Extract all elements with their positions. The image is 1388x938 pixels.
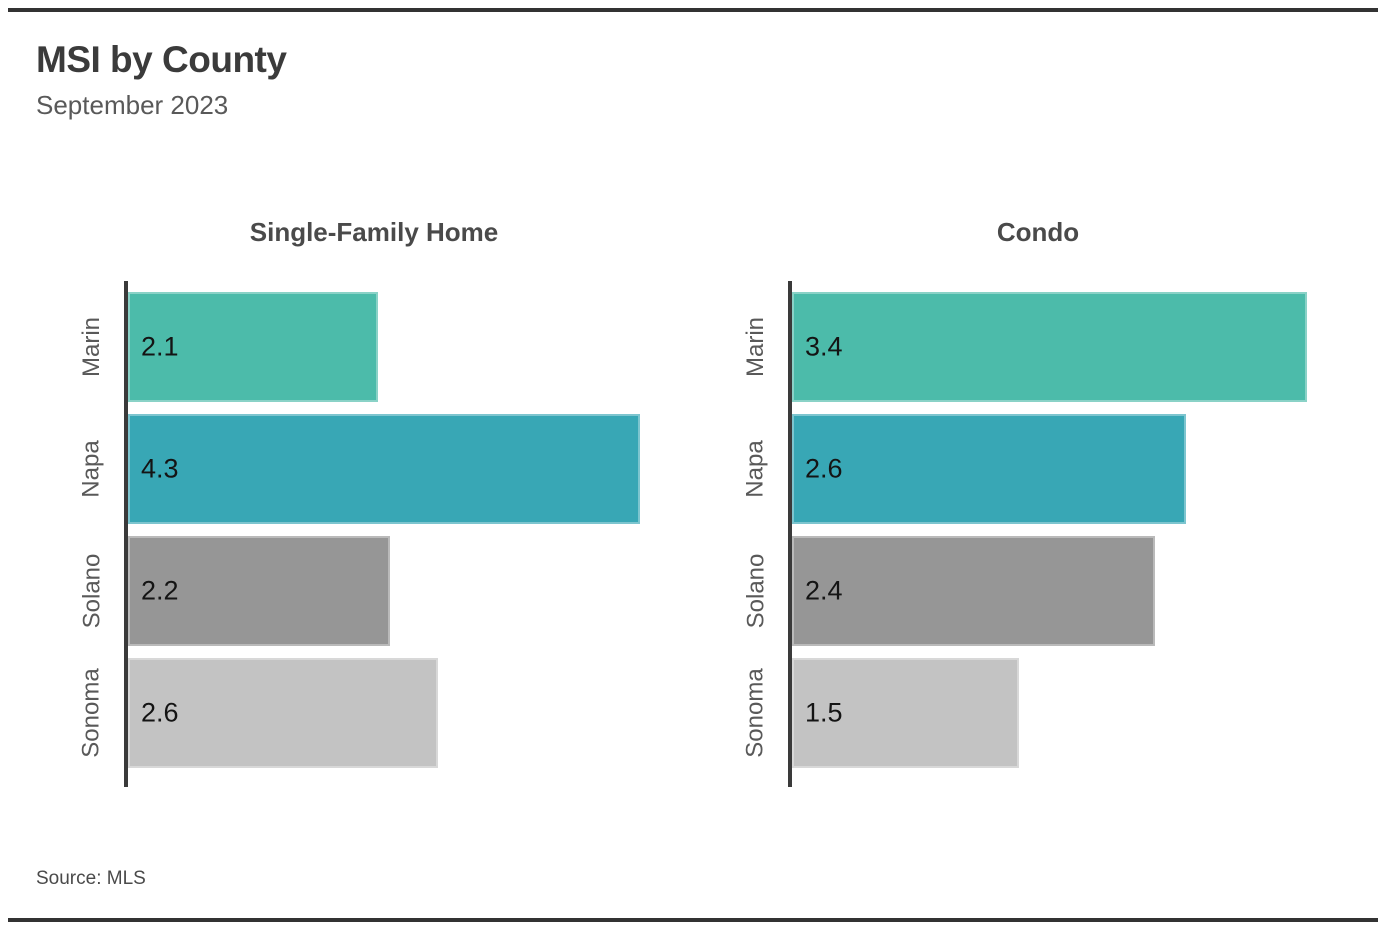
value-label: 4.3 bbox=[141, 453, 179, 484]
value-label: 1.5 bbox=[805, 697, 843, 728]
bar-row-solano: 2.4 bbox=[792, 535, 1352, 646]
bar-plot-condo: 3.4 2.6 2.4 1.5 bbox=[788, 280, 1352, 787]
charts-row: Single-Family Home Marin Napa Solano Sonoma… bbox=[60, 217, 1352, 787]
bar-plot-single-family-home: 2.1 4.3 2.2 2.6 bbox=[124, 280, 688, 787]
category-label-sonoma: Sonoma bbox=[60, 658, 124, 768]
bottom-rule bbox=[8, 918, 1378, 922]
bar-napa: 2.6 bbox=[792, 413, 1186, 524]
bar-row-sonoma: 2.6 bbox=[128, 657, 688, 768]
category-axis-labels: Marin Napa Solano Sonoma bbox=[724, 281, 788, 787]
category-axis-labels: Marin Napa Solano Sonoma bbox=[60, 281, 124, 787]
source-note: Source: MLS bbox=[36, 868, 146, 889]
bar-solano: 2.4 bbox=[792, 535, 1156, 646]
category-label-text: Napa bbox=[78, 440, 105, 498]
bar-sonoma: 1.5 bbox=[792, 657, 1020, 768]
category-label-marin: Marin bbox=[724, 292, 788, 402]
chart-panel-condo: Condo Marin Napa Solano Sonoma 3.4 2.6 2.4 1.5 bbox=[724, 217, 1352, 787]
category-label-text: Solano bbox=[78, 553, 106, 629]
chart-body: Marin Napa Solano Sonoma 2.1 4.3 2.2 2.6 bbox=[60, 280, 688, 787]
category-label-text: Sonoma bbox=[78, 667, 106, 758]
category-label-text: Sonoma bbox=[742, 667, 770, 758]
page-title: MSI by County bbox=[36, 39, 287, 80]
bar-row-solano: 2.2 bbox=[128, 535, 688, 646]
bar-row-sonoma: 1.5 bbox=[792, 657, 1352, 768]
chart-panel-single-family-home: Single-Family Home Marin Napa Solano Sonoma… bbox=[60, 217, 688, 787]
value-label: 2.6 bbox=[805, 453, 843, 484]
bar-row-marin: 2.1 bbox=[128, 291, 688, 402]
value-label: 2.1 bbox=[141, 331, 179, 362]
value-label: 2.2 bbox=[141, 575, 179, 606]
value-label: 3.4 bbox=[805, 331, 843, 362]
category-label-solano: Solano bbox=[724, 536, 788, 646]
category-label-solano: Solano bbox=[60, 536, 124, 646]
bar-row-napa: 4.3 bbox=[128, 413, 688, 524]
category-label-marin: Marin bbox=[60, 292, 124, 402]
chart-title-condo: Condo bbox=[996, 216, 1080, 247]
bar-marin: 3.4 bbox=[792, 291, 1307, 402]
category-label-napa: Napa bbox=[724, 414, 788, 524]
value-label: 2.4 bbox=[805, 575, 843, 606]
top-rule bbox=[8, 8, 1378, 12]
bar-sonoma: 2.6 bbox=[128, 657, 438, 768]
category-label-text: Marin bbox=[77, 316, 105, 377]
category-label-sonoma: Sonoma bbox=[724, 658, 788, 768]
bar-marin: 2.1 bbox=[128, 291, 379, 402]
report-header: MSI by County September 2023 bbox=[0, 0, 1388, 121]
page-subtitle: September 2023 bbox=[36, 89, 229, 120]
category-label-text: Marin bbox=[741, 316, 769, 377]
bar-napa: 4.3 bbox=[128, 413, 641, 524]
category-label-napa: Napa bbox=[60, 414, 124, 524]
bar-row-napa: 2.6 bbox=[792, 413, 1352, 524]
category-label-text: Solano bbox=[742, 553, 770, 629]
bar-row-marin: 3.4 bbox=[792, 291, 1352, 402]
chart-title-single-family-home: Single-Family Home bbox=[249, 216, 499, 247]
bar-solano: 2.2 bbox=[128, 535, 391, 646]
value-label: 2.6 bbox=[141, 697, 179, 728]
category-label-text: Napa bbox=[742, 440, 769, 498]
chart-body: Marin Napa Solano Sonoma 3.4 2.6 2.4 1.5 bbox=[724, 280, 1352, 787]
